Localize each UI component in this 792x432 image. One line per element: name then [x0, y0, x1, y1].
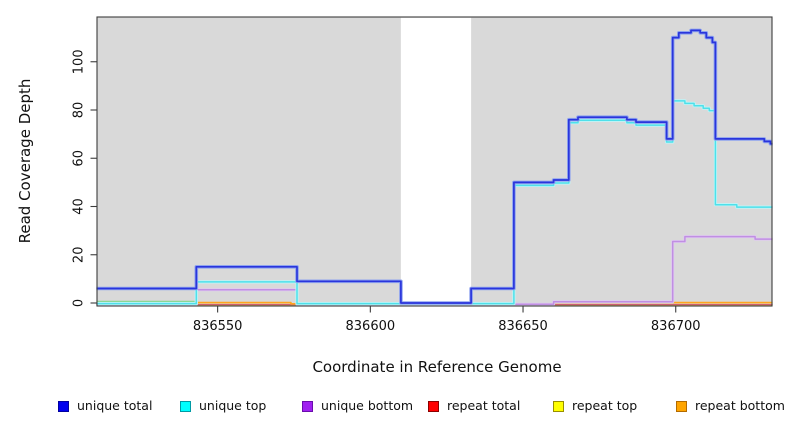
x-tick-label-836650: 836650: [498, 319, 548, 334]
legend-swatch-repeat-top-icon: [553, 400, 564, 412]
y-tick-label-40: 40: [72, 198, 87, 215]
legend-label-unique-bottom: unique bottom: [321, 398, 414, 413]
y-tick-label-0: 0: [72, 299, 87, 307]
legend-swatch-repeat-total-icon: [428, 400, 439, 412]
series-unique-bottom-line: [96, 235, 773, 305]
legend-item-repeat-top: repeat top: [553, 397, 637, 415]
y-tick-label-20: 20: [71, 247, 86, 264]
legend-swatch-unique-bottom-icon: [302, 400, 313, 412]
y-axis-title: Read Coverage Depth: [16, 79, 34, 244]
series-layer: [96, 28, 773, 306]
legend-item-repeat-total: repeat total: [428, 397, 520, 415]
y-tick-label-60: 60: [71, 150, 86, 167]
series-unique-total-line: [96, 29, 773, 304]
legend-label-repeat-top: repeat top: [572, 398, 638, 413]
alignment-gap-region: [400, 17, 472, 306]
x-axis-title: Coordinate in Reference Genome: [312, 358, 561, 376]
legend-label-unique-total: unique total: [77, 398, 153, 413]
legend-label-unique-top: unique top: [199, 398, 267, 413]
y-tick-label-80: 80: [72, 102, 87, 119]
legend: unique total unique top unique bottom repea…: [0, 397, 792, 419]
plot-border: [96, 16, 773, 307]
legend-item-unique-bottom: unique bottom: [302, 397, 413, 415]
x-tick-label-836550: 836550: [193, 319, 243, 334]
x-tick-label-836700: 836700: [651, 319, 701, 334]
legend-swatch-repeat-bottom-icon: [676, 400, 687, 412]
legend-item-repeat-bottom: repeat bottom: [676, 397, 785, 415]
y-tick-label-100: 100: [71, 49, 86, 74]
legend-item-unique-top: unique top: [180, 397, 266, 415]
legend-label-repeat-total: repeat total: [447, 398, 521, 413]
x-tick-label-836600: 836600: [346, 319, 396, 334]
legend-label-repeat-bottom: repeat bottom: [695, 398, 785, 413]
legend-swatch-unique-top-icon: [180, 400, 191, 412]
legend-swatch-unique-total-icon: [58, 400, 69, 412]
legend-item-unique-total: unique total: [58, 397, 152, 415]
